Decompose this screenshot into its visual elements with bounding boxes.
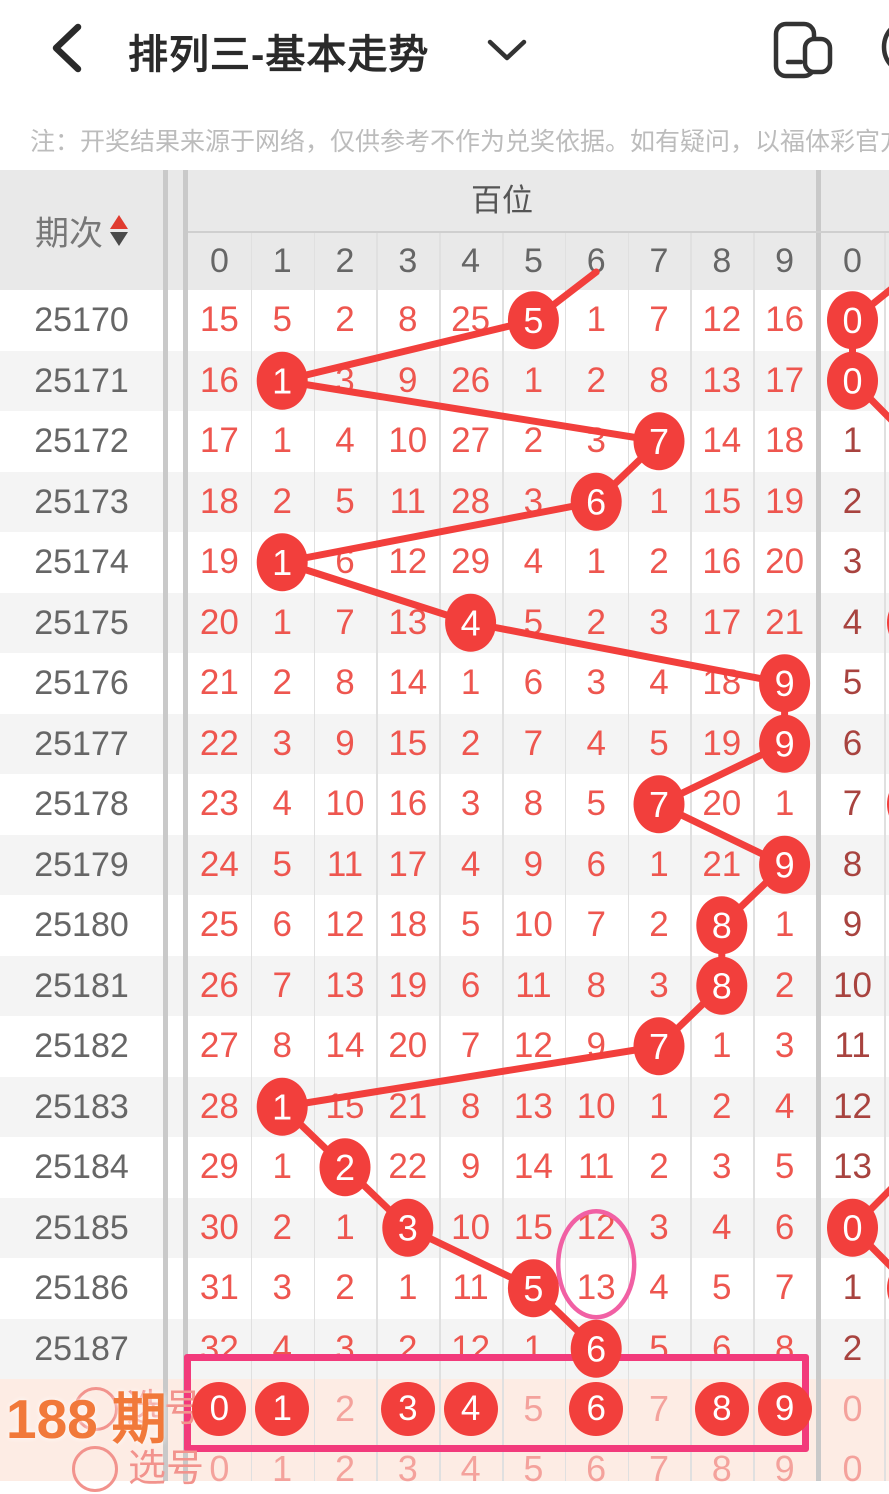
pickable-digit[interactable]: 5 — [502, 1444, 565, 1494]
period-unit: 期 — [112, 1388, 167, 1450]
multi-window-icon[interactable] — [776, 24, 830, 76]
pickable-digit[interactable]: 0 — [188, 1444, 251, 1494]
pickable-digit[interactable]: 0 — [821, 1444, 884, 1494]
pickable-digit[interactable]: 3 — [376, 1444, 439, 1494]
pickable-digit[interactable]: 5 — [502, 1384, 565, 1434]
pickable-digit[interactable]: 4 — [439, 1444, 502, 1494]
pickable-digit[interactable]: 7 — [628, 1444, 691, 1494]
picked-digit[interactable]: 4 — [444, 1382, 498, 1436]
pickable-digit[interactable]: 8 — [690, 1444, 753, 1494]
picked-digit[interactable]: 1 — [255, 1382, 309, 1436]
pickable-digit[interactable]: 0 — [821, 1384, 884, 1434]
pickable-digit[interactable]: 9 — [753, 1444, 816, 1494]
pickable-digit[interactable]: 2 — [314, 1444, 377, 1494]
chevron-down-icon[interactable] — [490, 42, 524, 58]
picked-digit[interactable]: 9 — [758, 1382, 812, 1436]
pickable-digit[interactable]: 7 — [628, 1384, 691, 1434]
back-icon[interactable] — [56, 27, 78, 69]
page-title[interactable]: 排列三-基本走势 — [128, 22, 429, 80]
picked-digit[interactable]: 6 — [569, 1382, 623, 1436]
pickable-digit[interactable]: 1 — [251, 1444, 314, 1494]
picked-digit[interactable]: 8 — [695, 1382, 749, 1436]
app-bar: 排列三-基本走势 — [0, 0, 889, 95]
pickable-digit[interactable]: 2 — [314, 1384, 377, 1434]
picked-digit[interactable]: 3 — [381, 1382, 435, 1436]
pickable-digit[interactable]: 6 — [565, 1444, 628, 1494]
more-circle-icon[interactable] — [884, 20, 889, 74]
picked-digit[interactable]: 0 — [192, 1382, 246, 1436]
period-count: 188 — [6, 1388, 98, 1450]
